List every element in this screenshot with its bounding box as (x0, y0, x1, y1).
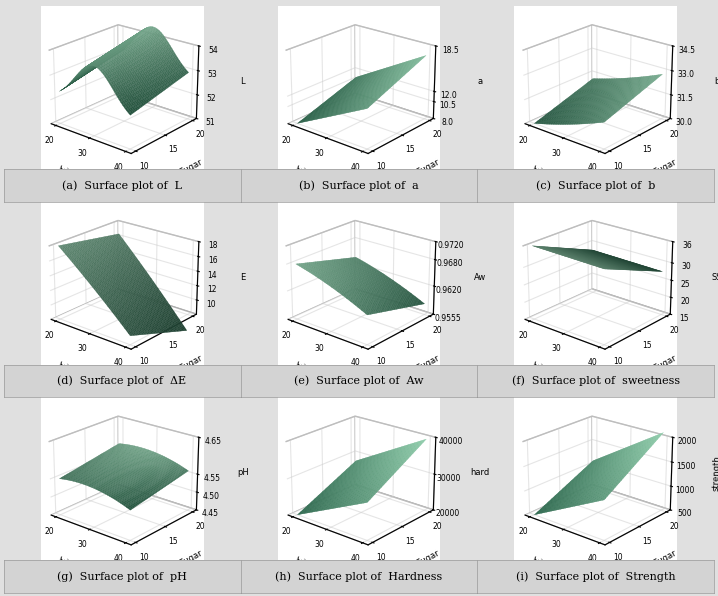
Y-axis label: Sugar: Sugar (416, 157, 442, 177)
Text: (f)  Surface plot of  sweetness: (f) Surface plot of sweetness (512, 375, 680, 386)
Y-axis label: Sugar: Sugar (179, 353, 205, 372)
X-axis label: Juice: Juice (293, 164, 315, 180)
Text: (c)  Surface plot of  b: (c) Surface plot of b (536, 180, 656, 191)
Text: (a)  Surface plot of  L: (a) Surface plot of L (62, 180, 182, 191)
Y-axis label: Sugar: Sugar (653, 157, 679, 177)
X-axis label: Juice: Juice (293, 556, 315, 572)
Y-axis label: Sugar: Sugar (416, 549, 442, 569)
Y-axis label: Sugar: Sugar (179, 157, 205, 177)
X-axis label: Juice: Juice (293, 361, 315, 375)
X-axis label: Juice: Juice (56, 361, 78, 375)
Text: (e)  Surface plot of  Aw: (e) Surface plot of Aw (294, 375, 424, 386)
Text: (i)  Surface plot of  Strength: (i) Surface plot of Strength (516, 572, 676, 582)
Text: (h)  Surface plot of  Hardness: (h) Surface plot of Hardness (276, 572, 442, 582)
Text: (g)  Surface plot of  pH: (g) Surface plot of pH (57, 572, 187, 582)
X-axis label: Juice: Juice (56, 164, 78, 180)
X-axis label: Juice: Juice (530, 164, 552, 180)
Y-axis label: Sugar: Sugar (416, 353, 442, 372)
Y-axis label: Sugar: Sugar (179, 549, 205, 569)
Text: (b)  Surface plot of  a: (b) Surface plot of a (299, 180, 419, 191)
Y-axis label: Sugar: Sugar (653, 549, 679, 569)
X-axis label: Juice: Juice (530, 361, 552, 375)
Y-axis label: Sugar: Sugar (653, 353, 679, 372)
Text: (d)  Surface plot of  ΔE: (d) Surface plot of ΔE (57, 375, 187, 386)
X-axis label: Juice: Juice (530, 556, 552, 572)
X-axis label: Juice: Juice (56, 556, 78, 572)
